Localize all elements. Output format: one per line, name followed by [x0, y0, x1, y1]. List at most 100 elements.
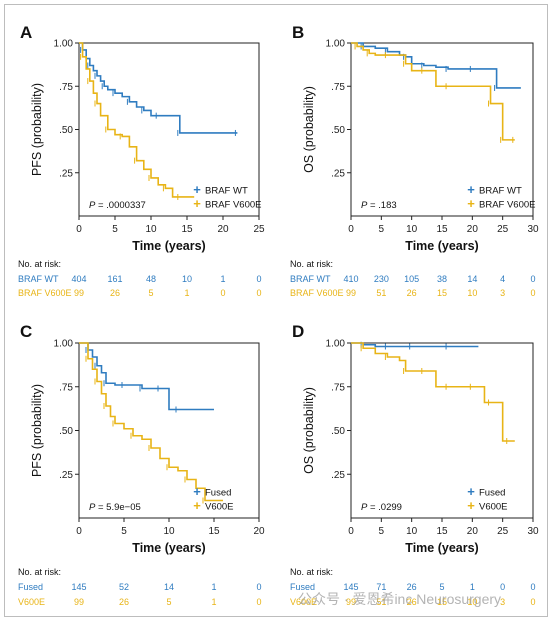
risk-count: 3 [500, 597, 505, 607]
xtick-label: 5 [379, 224, 385, 235]
xtick-label: 20 [467, 526, 479, 537]
xtick-label: 15 [181, 224, 193, 235]
risk-count: 145 [343, 582, 358, 592]
ytick-label: 1.00 [326, 339, 346, 350]
risk-count: 10 [182, 274, 192, 284]
risk-count: 1 [184, 288, 189, 298]
risk-count: 404 [71, 274, 86, 284]
plot-frame-c [78, 342, 260, 519]
xtick-label: 15 [436, 526, 448, 537]
risk-table-title: No. at risk: [290, 567, 333, 577]
y-axis-label: OS (probability) [302, 387, 316, 474]
risk-count: 0 [500, 582, 505, 592]
p-value: P = .0299 [361, 502, 402, 513]
xtick-label: 5 [379, 526, 385, 537]
risk-count: 0 [220, 288, 225, 298]
ytick-label: 1.00 [54, 339, 74, 350]
risk-row-label: Fused [290, 582, 315, 592]
risk-count: 161 [107, 274, 122, 284]
panel-label-c: C [20, 322, 32, 341]
risk-count: 51 [376, 597, 386, 607]
ytick-label: .75 [59, 82, 73, 93]
km-curve-gold [79, 42, 195, 198]
xtick-label: 10 [145, 224, 157, 235]
risk-count: 5 [166, 597, 171, 607]
xtick-label: 0 [76, 526, 82, 537]
xtick-label: 25 [253, 224, 265, 235]
risk-count: 4 [500, 274, 505, 284]
x-axis-label: Time (years) [132, 239, 205, 253]
legend-marker-gold: + [467, 498, 475, 513]
risk-count: 71 [376, 582, 386, 592]
legend-label: Fused [479, 488, 505, 499]
km-curve-gold [79, 342, 223, 502]
risk-row-label: BRAF V600E [18, 288, 72, 298]
watermark-text: 公众号 · 爱恩希inc Neurosurgery [298, 591, 502, 607]
ytick-label: .75 [331, 82, 345, 93]
risk-count: 145 [71, 582, 86, 592]
risk-count: 15 [437, 597, 447, 607]
y-axis-label: PFS (probability) [30, 83, 44, 176]
ytick-label: .25 [59, 470, 73, 481]
legend-label: BRAF V600E [205, 200, 262, 211]
risk-count: 38 [437, 274, 447, 284]
ytick-label: .50 [59, 125, 73, 136]
xtick-label: 5 [121, 526, 127, 537]
km-curve-blue [79, 342, 214, 411]
legend-marker-blue: + [467, 484, 475, 499]
risk-count: 99 [74, 597, 84, 607]
xtick-label: 25 [497, 526, 509, 537]
risk-count: 52 [119, 582, 129, 592]
xtick-label: 25 [497, 224, 509, 235]
xtick-label: 10 [406, 224, 418, 235]
p-value: P = .183 [361, 200, 397, 211]
ytick-label: 1.00 [326, 39, 346, 50]
risk-count: 1 [220, 274, 225, 284]
risk-count: 0 [256, 288, 261, 298]
y-axis-label: OS (probability) [302, 86, 316, 173]
risk-row-label: V600E [18, 597, 45, 607]
risk-count: 105 [404, 274, 419, 284]
legend-label: BRAF WT [205, 186, 248, 197]
legend-label: V600E [205, 502, 234, 513]
km-curve-blue [351, 342, 479, 348]
risk-count: 0 [256, 597, 261, 607]
xtick-label: 10 [406, 526, 418, 537]
p-value: P = 5.9e−05 [89, 502, 141, 513]
risk-row-label: BRAF WT [290, 274, 331, 284]
legend-label: BRAF V600E [479, 200, 536, 211]
ytick-label: 1.00 [54, 39, 74, 50]
x-axis-label: Time (years) [132, 541, 205, 555]
km-curve-gold [351, 42, 515, 141]
legend-label: V600E [479, 502, 508, 513]
ytick-label: .75 [59, 382, 73, 393]
risk-count: 26 [119, 597, 129, 607]
legend-marker-blue: + [193, 182, 201, 197]
risk-count: 1 [211, 582, 216, 592]
ytick-label: .50 [331, 125, 345, 136]
panel-label-a: A [20, 23, 32, 42]
risk-table-title: No. at risk: [290, 259, 333, 269]
risk-count: 0 [530, 597, 535, 607]
xtick-label: 0 [76, 224, 82, 235]
legend-label: BRAF WT [479, 186, 522, 197]
risk-count: 5 [439, 582, 444, 592]
risk-count: 3 [500, 288, 505, 298]
ytick-label: .25 [59, 168, 73, 179]
x-axis-label: Time (years) [405, 239, 478, 253]
km-curve-gold [351, 342, 515, 442]
figure-frame [4, 4, 548, 617]
risk-count: 1 [211, 597, 216, 607]
risk-count: 26 [407, 597, 417, 607]
x-axis-label: Time (years) [405, 541, 478, 555]
xtick-label: 5 [112, 224, 118, 235]
xtick-label: 20 [253, 526, 265, 537]
xtick-label: 30 [527, 526, 539, 537]
xtick-label: 15 [208, 526, 220, 537]
risk-count: 99 [346, 597, 356, 607]
risk-count: 10 [467, 288, 477, 298]
risk-row-label: Fused [18, 582, 43, 592]
risk-count: 1 [470, 582, 475, 592]
risk-count: 10 [467, 597, 477, 607]
risk-count: 0 [530, 582, 535, 592]
